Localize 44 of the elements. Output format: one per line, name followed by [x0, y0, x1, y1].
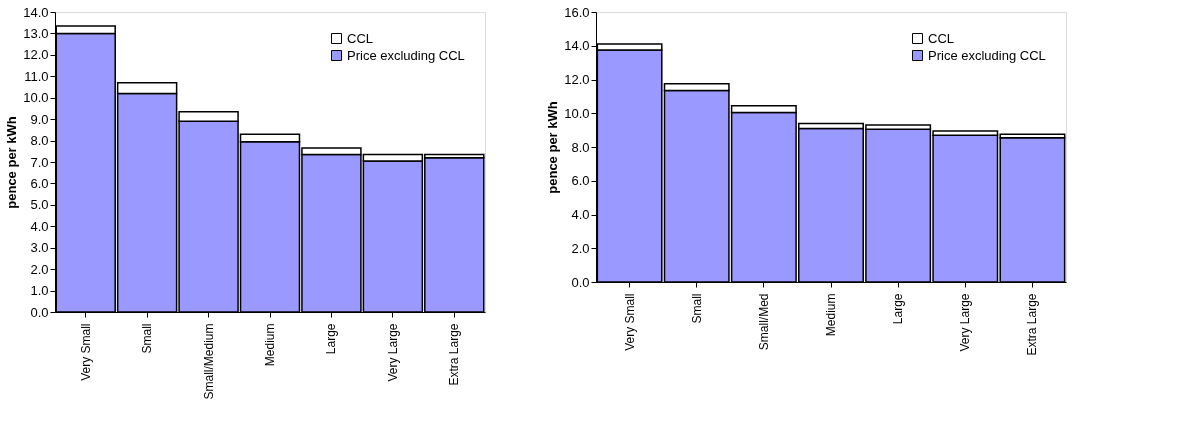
y-tick-label: 4.0	[30, 218, 49, 234]
y-tick-label: 4.0	[571, 207, 590, 222]
y-tick-label: 0.0	[571, 274, 590, 290]
y-tick-label: 6.0	[571, 173, 590, 189]
legend-label: Price excluding CCL	[347, 47, 465, 63]
y-tick-label: 1.0	[30, 283, 49, 299]
y-tick-label: 10.0	[23, 90, 49, 106]
y-tick-label: 0.0	[30, 304, 49, 320]
y-tick-label: 11.0	[24, 68, 49, 84]
y-tick-label: 10.0	[564, 105, 590, 121]
x-tick-label: Medium	[824, 293, 838, 337]
y-tick-label: 16.0	[564, 4, 590, 20]
y-tick-label: 14.0	[23, 4, 49, 20]
y-tick-label: 13.0	[23, 25, 49, 41]
x-tick-label: Small/Med	[756, 293, 771, 351]
x-tick-label: Large	[891, 293, 906, 325]
y-tick-label: 8.0	[30, 133, 49, 149]
x-tick-label: Very Large	[385, 323, 400, 382]
y-tick-label: 14.0	[564, 38, 590, 54]
y-tick-label: 7.0	[30, 154, 49, 170]
y-axis-title: pence per kWh	[545, 101, 561, 194]
y-tick-label: 2.0	[571, 240, 590, 256]
legend-label: Price excluding CCL	[928, 47, 1046, 63]
x-tick-label: Medium	[263, 323, 277, 367]
x-tick-label: Small	[689, 293, 704, 324]
y-tick-label: 5.0	[30, 197, 49, 213]
y-tick-label: 12.0	[23, 47, 49, 63]
x-tick-label: Very Small	[78, 323, 93, 381]
y-tick-label: 12.0	[564, 72, 590, 87]
x-tick-label: Extra Large	[1025, 293, 1040, 356]
y-axis-title: pence per kWh	[4, 116, 20, 209]
x-tick-label: Very Large	[958, 293, 973, 352]
y-tick-label: 3.0	[30, 240, 49, 256]
y-tick-label: 8.0	[571, 139, 590, 155]
x-tick-label: Very Small	[622, 293, 637, 351]
x-tick-label: Large	[324, 323, 339, 355]
legend-label: CCL	[928, 30, 955, 46]
y-tick-label: 9.0	[30, 111, 49, 127]
legend-label: CCL	[347, 30, 374, 46]
x-tick-label: Small/Medium	[201, 323, 216, 400]
x-tick-label: Extra Large	[447, 323, 462, 386]
y-tick-label: 6.0	[30, 175, 49, 191]
y-tick-label: 2.0	[30, 261, 49, 277]
x-tick-label: Small	[140, 323, 155, 354]
